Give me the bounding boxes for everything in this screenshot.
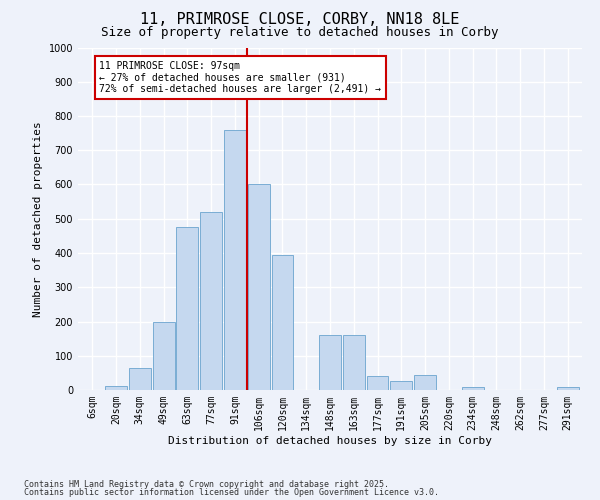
Bar (414, 374, 436, 390)
Y-axis label: Number of detached properties: Number of detached properties (33, 121, 43, 316)
Bar (224, 130, 246, 390)
Bar (557, 388, 578, 390)
Text: Contains HM Land Registry data © Crown copyright and database right 2025.: Contains HM Land Registry data © Crown c… (24, 480, 389, 489)
Bar (129, 368, 151, 390)
Bar (391, 382, 412, 390)
Bar (105, 386, 127, 390)
Text: 11 PRIMROSE CLOSE: 97sqm
← 27% of detached houses are smaller (931)
72% of semi-: 11 PRIMROSE CLOSE: 97sqm ← 27% of detach… (100, 61, 382, 94)
Text: 11, PRIMROSE CLOSE, CORBY, NN18 8LE: 11, PRIMROSE CLOSE, CORBY, NN18 8LE (140, 12, 460, 28)
Bar (176, 228, 198, 390)
Bar (319, 335, 341, 390)
Bar (272, 254, 293, 390)
X-axis label: Distribution of detached houses by size in Corby: Distribution of detached houses by size … (168, 436, 492, 446)
Bar (462, 386, 484, 390)
Bar (200, 212, 222, 390)
Text: Size of property relative to detached houses in Corby: Size of property relative to detached ho… (101, 26, 499, 39)
Bar (343, 335, 365, 390)
Bar (248, 184, 269, 390)
Bar (152, 322, 175, 390)
Text: Contains public sector information licensed under the Open Government Licence v3: Contains public sector information licen… (24, 488, 439, 497)
Bar (367, 376, 388, 390)
